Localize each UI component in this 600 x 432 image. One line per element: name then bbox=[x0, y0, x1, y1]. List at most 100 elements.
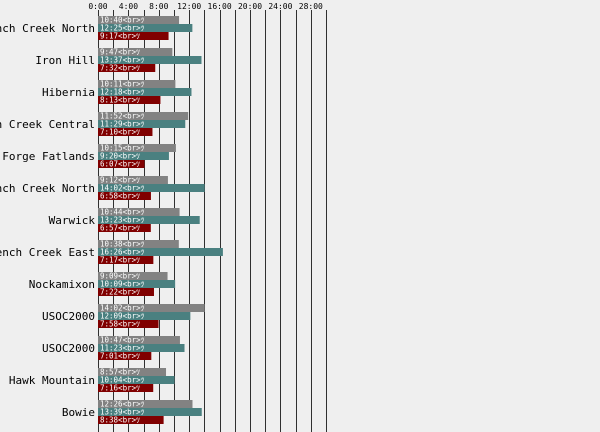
bar-label: 9:47<br>ﾂ bbox=[100, 48, 140, 57]
bar-label: 9:12<br>ﾂ bbox=[100, 176, 140, 185]
bar bbox=[98, 368, 167, 376]
bar bbox=[98, 280, 176, 288]
category-label: Hawk Mountain bbox=[9, 374, 95, 387]
bar-label: 10:44<br>ﾂ bbox=[100, 208, 145, 217]
bar bbox=[98, 352, 152, 360]
bar-label: 7:32<br>ﾂ bbox=[100, 64, 140, 73]
bar-label: 14:02<br>ﾂ bbox=[100, 184, 145, 193]
bar bbox=[98, 184, 205, 192]
bar bbox=[98, 192, 151, 200]
bar-label: 11:52<br>ﾂ bbox=[100, 112, 145, 121]
bar bbox=[98, 256, 154, 264]
category-labels: French Creek North Iron Hill Hibernia Frenc… bbox=[0, 22, 95, 419]
bar-label: 8:13<br>ﾂ bbox=[100, 96, 140, 105]
x-tick-label: 20:00 bbox=[238, 2, 262, 11]
bar-label: 13:23<br>ﾂ bbox=[100, 216, 145, 225]
bar bbox=[98, 224, 151, 232]
bar bbox=[98, 24, 193, 32]
bar bbox=[98, 336, 180, 344]
category-label: French Creek East bbox=[0, 246, 95, 259]
bar bbox=[98, 240, 179, 248]
bar-label: 11:23<br>ﾂ bbox=[100, 344, 145, 353]
bar-label: 13:37<br>ﾂ bbox=[100, 56, 145, 65]
category-label: French Creek North bbox=[0, 22, 95, 35]
x-tick-label: 12:00 bbox=[177, 2, 201, 11]
bar bbox=[98, 56, 202, 64]
bar bbox=[98, 96, 161, 104]
bar bbox=[98, 64, 156, 72]
category-label: French Creek North bbox=[0, 182, 95, 195]
bar bbox=[98, 160, 145, 168]
bar bbox=[98, 384, 154, 392]
bar-label: 14:02<br>ﾂ bbox=[100, 304, 145, 313]
category-label: Bowie bbox=[62, 406, 95, 419]
bar-label: 12:09<br>ﾂ bbox=[100, 312, 145, 321]
bar-label: 6:58<br>ﾂ bbox=[100, 192, 140, 201]
bar bbox=[98, 152, 169, 160]
category-label: Nockamixon bbox=[29, 278, 95, 291]
bar-label: 10:15<br>ﾂ bbox=[100, 144, 145, 153]
bar bbox=[98, 344, 185, 352]
bar bbox=[98, 408, 202, 416]
x-tick-label: 4:00 bbox=[119, 2, 138, 11]
bar-label: 16:26<br>ﾂ bbox=[100, 248, 145, 257]
bar-label: 9:09<br>ﾂ bbox=[100, 272, 140, 281]
bar bbox=[98, 88, 192, 96]
bar-label: 7:01<br>ﾂ bbox=[100, 352, 140, 361]
bar-label: 12:26<br>ﾂ bbox=[100, 400, 145, 409]
bar bbox=[98, 128, 153, 136]
bar bbox=[98, 32, 169, 40]
category-label: Iron Hill bbox=[35, 54, 95, 67]
x-tick-label: 24:00 bbox=[268, 2, 292, 11]
x-axis-ticks: 0:00 4:00 8:00 12:00 16:00 20:00 24:00 28:00 bbox=[88, 2, 323, 11]
bar-label: 6:07<br>ﾂ bbox=[100, 160, 140, 169]
bar bbox=[98, 16, 180, 24]
category-label: USOC2000 bbox=[42, 310, 95, 323]
bar bbox=[98, 416, 164, 424]
bar bbox=[98, 272, 168, 280]
bar bbox=[98, 216, 200, 224]
category-label: Hibernia bbox=[42, 86, 95, 99]
bar-label: 10:38<br>ﾂ bbox=[100, 240, 145, 249]
bar-label: 7:58<br>ﾂ bbox=[100, 320, 140, 329]
bar-label: 11:29<br>ﾂ bbox=[100, 120, 145, 129]
category-label: Valley Forge Fatlands bbox=[0, 150, 95, 163]
bar bbox=[98, 208, 180, 216]
bar bbox=[98, 376, 175, 384]
bar bbox=[98, 304, 205, 312]
x-tick-label: 28:00 bbox=[299, 2, 323, 11]
bar bbox=[98, 112, 189, 120]
bar bbox=[98, 80, 176, 88]
bar-label: 10:11<br>ﾂ bbox=[100, 80, 145, 89]
bar-label: 8:38<br>ﾂ bbox=[100, 416, 140, 425]
bar-label: 8:57<br>ﾂ bbox=[100, 368, 140, 377]
x-tick-label: 0:00 bbox=[88, 2, 107, 11]
category-label: USOC2000 bbox=[42, 342, 95, 355]
category-label: French Creek Central bbox=[0, 118, 95, 131]
bar-label: 6:57<br>ﾂ bbox=[100, 224, 140, 233]
bar-label: 7:16<br>ﾂ bbox=[100, 384, 140, 393]
bar bbox=[98, 288, 154, 296]
bar-label: 10:40<br>ﾂ bbox=[100, 16, 145, 25]
bar-label: 10:09<br>ﾂ bbox=[100, 280, 145, 289]
bar-label: 7:10<br>ﾂ bbox=[100, 128, 140, 137]
bar bbox=[98, 312, 191, 320]
category-label: Warwick bbox=[49, 214, 96, 227]
bar-label: 10:04<br>ﾂ bbox=[100, 376, 145, 385]
bar bbox=[98, 48, 173, 56]
bar bbox=[98, 320, 159, 328]
bars: 10:40<br>ﾂ12:25<br>ﾂ9:17<br>ﾂ9:47<br>ﾂ13… bbox=[98, 16, 223, 425]
bar-label: 10:47<br>ﾂ bbox=[100, 336, 145, 345]
bar bbox=[98, 144, 176, 152]
bar bbox=[98, 248, 223, 256]
x-tick-label: 8:00 bbox=[149, 2, 168, 11]
bar-label: 7:17<br>ﾂ bbox=[100, 256, 140, 265]
bar-label: 13:39<br>ﾂ bbox=[100, 408, 145, 417]
bar-label: 12:18<br>ﾂ bbox=[100, 88, 145, 97]
bar-label: 9:17<br>ﾂ bbox=[100, 32, 140, 41]
bar-label: 9:20<br>ﾂ bbox=[100, 152, 140, 161]
bar bbox=[98, 120, 186, 128]
x-tick-label: 16:00 bbox=[208, 2, 232, 11]
bar-label: 12:25<br>ﾂ bbox=[100, 24, 145, 33]
